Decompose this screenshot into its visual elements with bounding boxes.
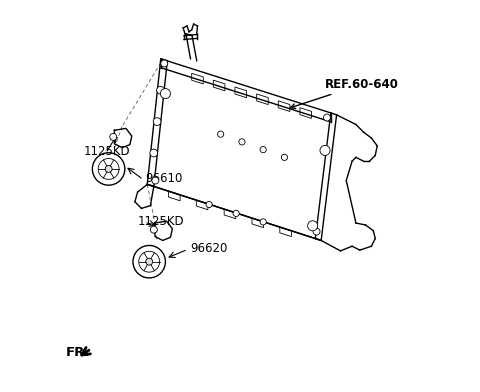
Circle shape	[105, 165, 112, 172]
Circle shape	[110, 133, 117, 140]
Circle shape	[161, 60, 168, 67]
Circle shape	[313, 228, 320, 235]
Circle shape	[260, 147, 266, 153]
Circle shape	[92, 153, 125, 185]
Circle shape	[133, 245, 166, 278]
Circle shape	[320, 145, 330, 155]
Text: 1125KD: 1125KD	[84, 145, 130, 158]
Circle shape	[260, 219, 266, 225]
Text: 96620: 96620	[190, 242, 227, 255]
Circle shape	[150, 149, 157, 157]
Circle shape	[150, 226, 157, 233]
Circle shape	[156, 86, 164, 94]
Circle shape	[152, 177, 159, 184]
Circle shape	[308, 221, 318, 231]
Circle shape	[153, 118, 161, 125]
Circle shape	[281, 154, 288, 160]
Circle shape	[160, 89, 170, 99]
Circle shape	[239, 139, 245, 145]
Text: REF.60-640: REF.60-640	[290, 78, 399, 109]
Text: 1125KD: 1125KD	[138, 214, 184, 228]
Text: FR.: FR.	[65, 346, 90, 359]
Circle shape	[139, 251, 160, 272]
Text: 96610: 96610	[145, 172, 183, 185]
Circle shape	[146, 258, 153, 265]
Circle shape	[217, 131, 224, 137]
Circle shape	[206, 201, 212, 208]
Circle shape	[233, 210, 239, 216]
Circle shape	[98, 158, 119, 180]
Circle shape	[324, 114, 330, 121]
